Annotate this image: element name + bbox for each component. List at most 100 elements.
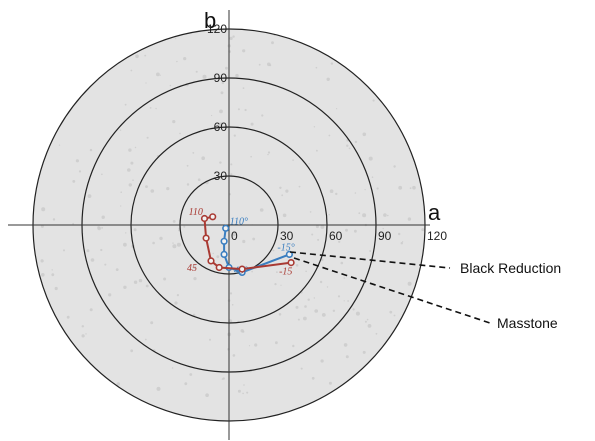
callout-masstone: Masstone <box>497 315 558 331</box>
masstone-end-angle: -15 <box>279 267 292 278</box>
texture-speckle <box>267 151 271 154</box>
texture-speckle <box>66 315 70 319</box>
texture-speckle <box>219 161 222 164</box>
texture-speckle <box>393 314 396 317</box>
texture-speckle <box>219 109 223 114</box>
texture-speckle <box>355 311 360 316</box>
texture-speckle <box>321 313 326 317</box>
texture-speckle <box>317 238 320 241</box>
texture-speckle <box>366 318 369 321</box>
texture-speckle <box>186 164 189 167</box>
masstone-mid-angle: 45 <box>187 263 197 274</box>
texture-speckle <box>192 313 196 317</box>
texture-speckle <box>232 232 237 237</box>
masstone-point <box>209 213 217 221</box>
texture-speckle <box>195 70 198 73</box>
masstone-point <box>238 265 246 273</box>
y-tick-90: 90 <box>214 71 228 85</box>
texture-speckle <box>336 108 338 110</box>
texture-speckle <box>178 229 180 232</box>
texture-speckle <box>328 381 332 385</box>
texture-speckle <box>221 378 224 380</box>
texture-speckle <box>176 294 179 297</box>
texture-speckle <box>368 156 373 161</box>
texture-speckle <box>231 304 234 306</box>
texture-speckle <box>128 148 132 152</box>
texture-speckle <box>358 212 361 215</box>
texture-speckle <box>124 103 127 106</box>
texture-speckle <box>364 320 367 323</box>
texture-speckle <box>156 386 161 391</box>
black-reduction-point <box>285 250 294 258</box>
texture-speckle <box>272 249 275 252</box>
texture-speckle <box>156 72 160 77</box>
texture-speckle <box>338 240 341 243</box>
texture-speckle <box>225 66 228 70</box>
texture-speckle <box>86 249 90 253</box>
texture-speckle <box>242 49 246 53</box>
texture-speckle <box>81 325 85 328</box>
texture-speckle <box>271 41 274 45</box>
texture-speckle <box>54 286 58 291</box>
texture-speckle <box>221 81 225 85</box>
texture-speckle <box>135 54 139 59</box>
texture-speckle <box>319 280 323 284</box>
texture-speckle <box>389 310 393 314</box>
texture-speckle <box>130 349 134 353</box>
texture-speckle <box>254 343 258 347</box>
texture-speckle <box>115 268 119 271</box>
texture-speckle <box>298 185 301 188</box>
texture-speckle <box>144 54 147 57</box>
texture-speckle <box>275 341 278 345</box>
texture-speckle <box>242 392 244 395</box>
texture-speckle <box>209 338 211 341</box>
texture-speckle <box>81 334 85 338</box>
texture-speckle <box>335 192 338 196</box>
texture-speckle <box>183 57 187 61</box>
texture-speckle <box>133 280 138 284</box>
texture-speckle <box>51 273 55 277</box>
texture-speckle <box>362 213 367 218</box>
texture-speckle <box>354 229 357 233</box>
texture-speckle <box>316 149 318 152</box>
series-masstone: 110 -15 45 <box>187 207 295 278</box>
texture-speckle <box>101 215 105 219</box>
texture-speckle <box>332 309 336 312</box>
texture-speckle <box>90 258 95 262</box>
texture-speckle <box>183 225 186 228</box>
texture-speckle <box>149 107 152 109</box>
texture-speckle <box>246 391 249 394</box>
texture-speckle <box>308 163 310 165</box>
x-tick-60: 60 <box>329 229 343 243</box>
masstone-point <box>202 234 210 242</box>
texture-speckle <box>376 187 379 190</box>
texture-speckle <box>276 271 278 273</box>
texture-speckle <box>258 63 261 66</box>
x-tick-0: 0 <box>231 229 238 243</box>
texture-speckle <box>311 376 315 380</box>
texture-speckle <box>220 91 224 95</box>
texture-speckle <box>78 170 82 173</box>
texture-speckle <box>133 228 137 232</box>
texture-speckle <box>152 241 155 245</box>
texture-speckle <box>237 108 240 111</box>
texture-speckle <box>89 308 93 312</box>
texture-speckle <box>184 382 188 386</box>
black-reduction-leader <box>289 251 451 269</box>
texture-speckle <box>346 144 349 147</box>
texture-speckle <box>309 211 312 213</box>
texture-speckle <box>146 136 149 139</box>
texture-speckle <box>304 305 307 308</box>
texture-speckle <box>314 309 319 313</box>
texture-speckle <box>201 156 205 160</box>
texture-speckle <box>172 120 176 124</box>
texture-speckle <box>244 108 247 112</box>
texture-speckle <box>189 373 193 376</box>
x-tick-30: 30 <box>280 229 294 243</box>
texture-speckle <box>123 242 127 247</box>
texture-speckle <box>175 37 177 40</box>
b-axis-title: b <box>204 8 216 33</box>
texture-speckle <box>100 248 103 252</box>
texture-speckle <box>345 228 348 232</box>
texture-speckle <box>343 343 348 347</box>
